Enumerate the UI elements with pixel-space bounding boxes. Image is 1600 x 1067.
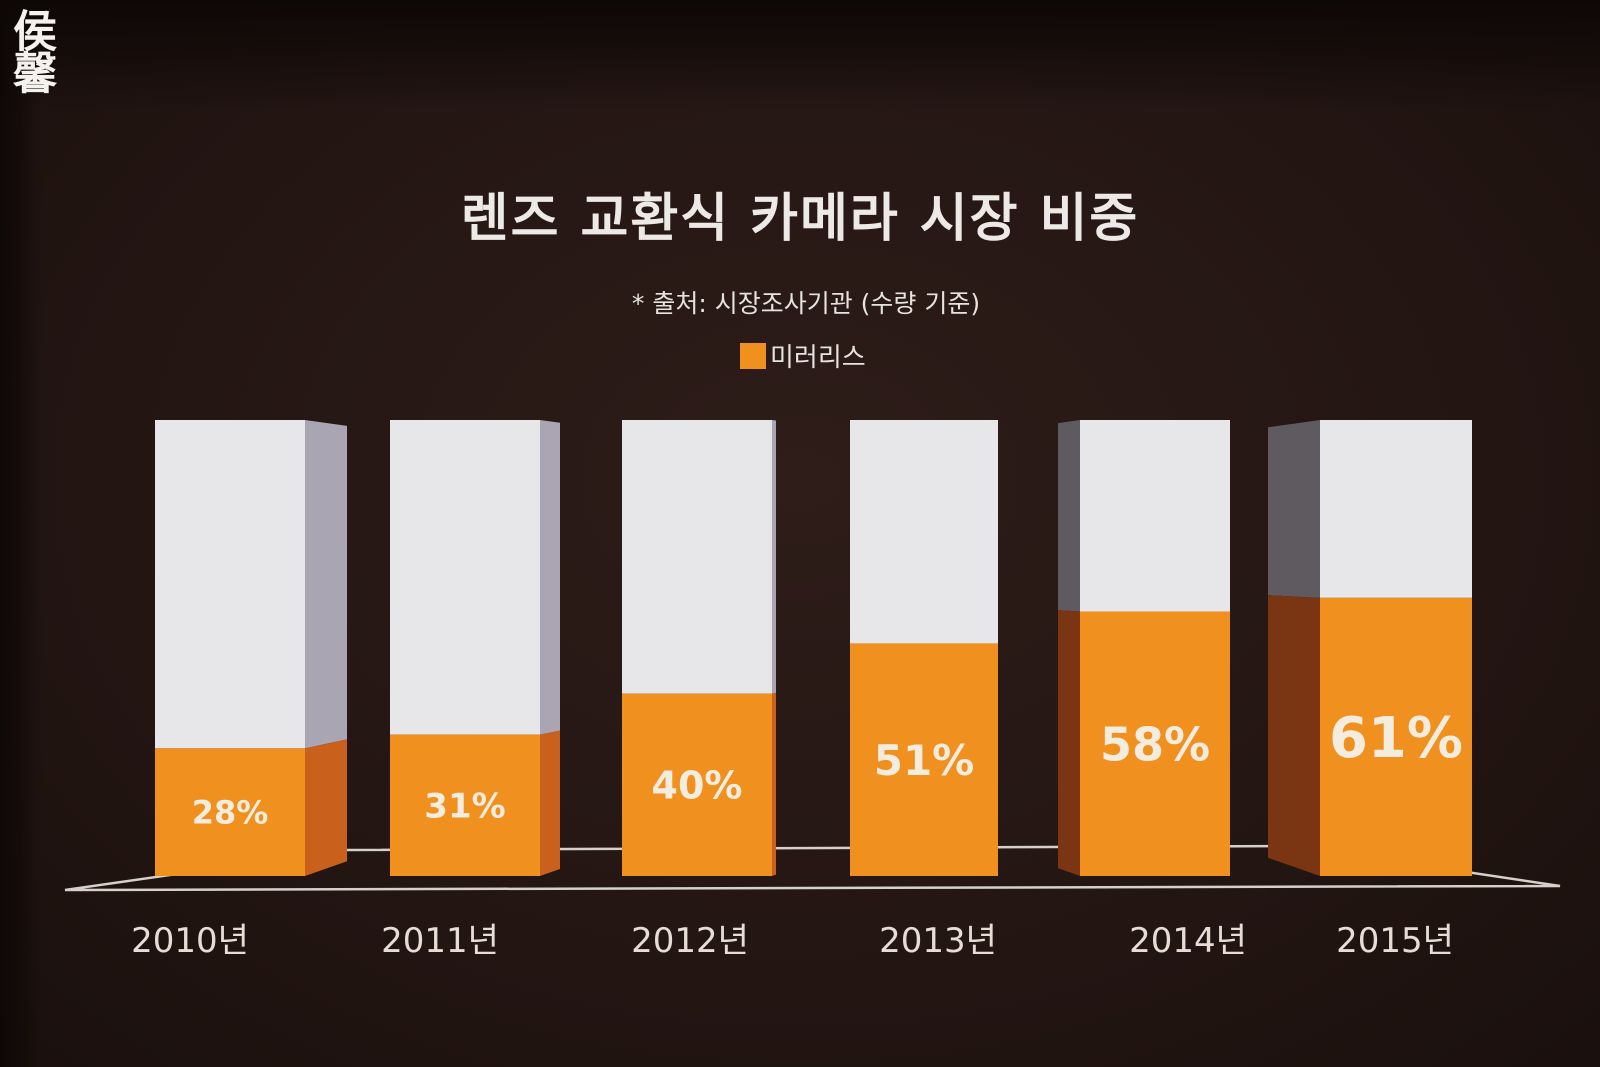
data-label: 40% [652,763,743,807]
category-labels: 2010년 2011년 2012년 2013년 2014년 2015년 [131,921,1454,961]
category-label: 2011년 [381,921,499,961]
legend-label-mirrorless: 미러리스 [770,343,866,373]
bar-side-remainder [305,420,347,749]
bar-4: 51% [850,420,998,876]
bar-side-mirrorless [772,692,776,876]
bar-mirrorless [850,643,998,876]
chart-legend: 미러리스 [740,337,866,374]
category-label: 2015년 [1336,921,1454,961]
legend-swatch-mirrorless [740,342,766,369]
data-label: 51% [874,736,975,785]
watermark-logo: 侯馨 [5,8,56,92]
bar-remainder [622,420,772,694]
bar-5: 58% [1058,420,1230,876]
screen-top-edge [0,0,1600,110]
bar-6: 61% [1268,420,1472,876]
category-label: 2010년 [131,921,249,961]
data-label: 28% [192,794,269,832]
data-label: 61% [1329,706,1463,771]
bar-side-remainder [1058,420,1080,612]
bar-side-mirrorless [540,730,560,876]
bars-group: 28% 31% 40% 51% 58% 61% [155,420,1472,876]
bar-mirrorless [155,748,305,876]
bar-3: 40% [622,420,776,876]
category-label: 2014년 [1129,921,1247,961]
bar-mirrorless [390,734,540,876]
bar-remainder [1320,420,1472,598]
bar-side-mirrorless [1268,595,1320,876]
bar-remainder [1080,420,1230,612]
screen-left-edge [0,0,42,1067]
bar-1: 28% [155,420,347,876]
bar-mirrorless [622,693,772,876]
data-label: 31% [424,787,505,827]
bar-side-remainder [1268,420,1320,598]
category-label: 2013년 [879,921,997,961]
bar-side-mirrorless [305,739,347,876]
bar-side-remainder [540,420,560,735]
chart-title: 렌즈 교환식 카메라 시장 비중 [460,189,1140,249]
bar-side-mirrorless [1058,610,1080,876]
bar-mirrorless [1080,611,1230,876]
data-label: 58% [1100,717,1210,771]
bar-2: 31% [390,420,560,876]
bar-side-remainder [772,420,776,694]
bar-remainder [155,420,305,749]
bar-remainder [850,420,998,644]
chart-subtitle: * 출처: 시장조사기관 (수량 기준) [631,289,981,318]
category-label: 2012년 [631,921,749,961]
bar-mirrorless [1320,597,1472,876]
bar-remainder [390,420,540,735]
